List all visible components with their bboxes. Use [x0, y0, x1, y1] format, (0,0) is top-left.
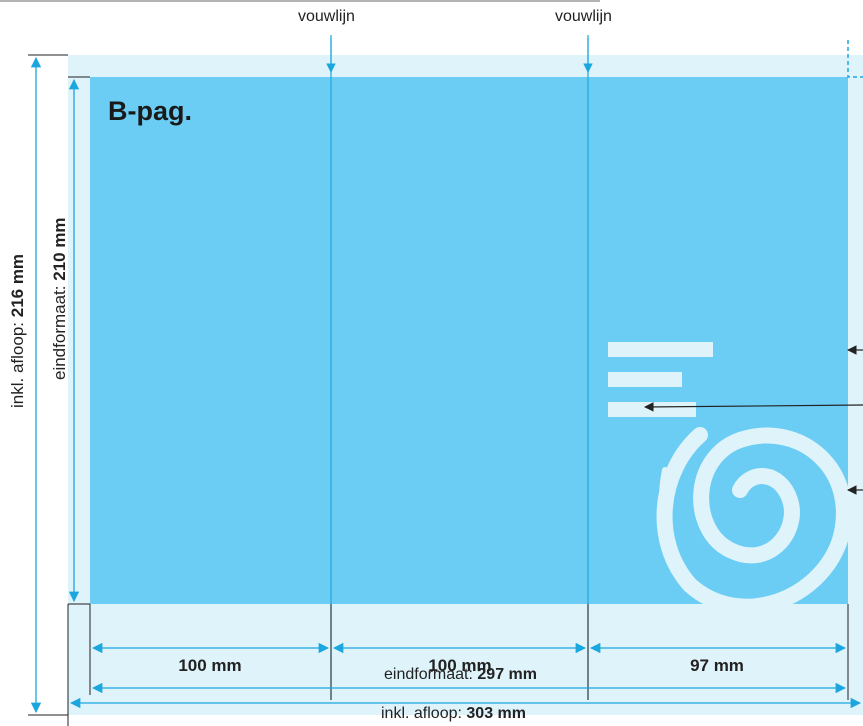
bleed-height-caption: inkl. afloop:	[8, 317, 27, 408]
panel-3-width: 97 mm	[690, 656, 744, 675]
page-title: B-pag.	[108, 96, 192, 126]
final-width-value: 297 mm	[477, 666, 537, 683]
final-height-caption: eindformaat:	[50, 280, 69, 381]
bleed-width-label: inkl. afloop: 303 mm	[381, 705, 526, 723]
swirl-graphic	[656, 427, 852, 615]
bleed-width-caption: inkl. afloop:	[381, 705, 467, 722]
pointer-arrow-2	[644, 402, 863, 412]
final-width-caption: eindformaat:	[384, 666, 478, 683]
corner-crop-mark	[847, 40, 863, 78]
panel-2-width: 100 mm	[428, 656, 492, 675]
extension-lines	[28, 54, 849, 726]
text-bar-2	[608, 372, 682, 387]
text-bar-3	[608, 402, 696, 417]
panel-1-width: 100 mm	[178, 656, 242, 675]
text-bar-1	[608, 342, 713, 357]
bleed-height-value: 216 mm	[8, 253, 27, 318]
top-border-line	[0, 0, 600, 2]
fold-line-label-1: vouwlijn	[298, 8, 355, 25]
final-height-value: 210 mm	[50, 217, 69, 281]
final-format-page	[90, 77, 848, 604]
fold-line-label-2: vouwlijn	[555, 8, 612, 25]
bleed-width-value: 303 mm	[466, 705, 526, 722]
final-height-label: eindformaat: 210 mm	[50, 217, 70, 380]
bleed-height-label: inkl. afloop: 216 mm	[8, 254, 28, 408]
final-width-label: eindformaat: 297 mm	[384, 666, 537, 684]
